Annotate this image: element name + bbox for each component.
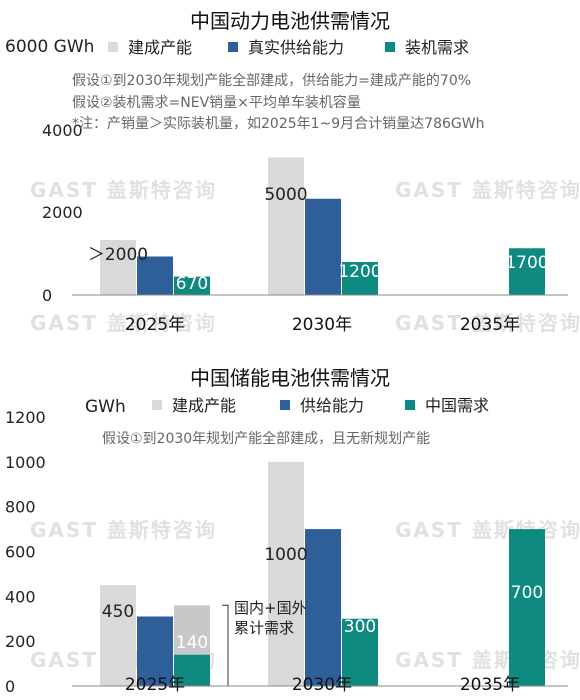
bar-0-0-1 — [268, 157, 304, 295]
y-tick-1-3: 600 — [5, 543, 36, 562]
annotation-bracket-1 — [222, 604, 229, 687]
data-label-0-2-1: 1200 — [338, 262, 381, 282]
chart-title-0: 中国动力电池供需情况 — [190, 9, 390, 33]
legend-label-1-2: 中国需求 — [425, 396, 489, 415]
y-tick-1-0: 0 — [5, 677, 15, 696]
bar-1-2-2 — [509, 529, 545, 686]
x-tick-1-0: 2025年 — [125, 675, 185, 695]
watermark-2-1: GAST 盖斯特咨询 — [395, 518, 580, 542]
x-tick-1-1: 2030年 — [292, 675, 352, 695]
x-tick-0-0: 2025年 — [125, 315, 185, 335]
watermark-0-0: GAST 盖斯特咨询 — [30, 178, 217, 202]
y-tick-1-4: 800 — [5, 498, 36, 517]
legend-swatch-0-0 — [108, 42, 118, 52]
bar-0-2-2 — [509, 248, 545, 295]
data-label-0-2-0: 670 — [176, 274, 208, 294]
annotation-text-1-1: 累计需求 — [234, 619, 294, 637]
bar-0-2-1 — [342, 262, 378, 295]
data-label-1-0-1: 1000 — [264, 545, 307, 565]
bar-0-2-0 — [174, 276, 210, 295]
bar-1-1-0 — [137, 616, 173, 686]
annotation-text-1-0: 国内+国外 — [234, 599, 307, 617]
legend-swatch-0-2 — [385, 42, 395, 52]
note-0-2: *注：产销量＞实际装机量，如2025年1~9月合计销量达786GWh — [72, 116, 484, 132]
x-tick-0-2: 2035年 — [460, 315, 520, 335]
x-tick-1-2: 2035年 — [460, 675, 520, 695]
chart-title-1: 中国储能电池供需情况 — [190, 366, 390, 390]
y-axis-label-1: GWh — [85, 397, 126, 417]
bar-1-2-1 — [342, 618, 378, 686]
watermark-1-1: GAST 盖斯特咨询 — [395, 311, 580, 335]
data-label-0-0-1: 5000 — [264, 185, 307, 205]
data-label-0-0-0: ＞2000 — [88, 245, 148, 265]
watermark-1-0: GAST 盖斯特咨询 — [30, 311, 217, 335]
bar-1-1-1 — [305, 529, 341, 686]
x-tick-0-1: 2030年 — [292, 315, 352, 335]
legend-label-0-2: 装机需求 — [405, 38, 469, 57]
bar-1-0-0 — [100, 585, 136, 686]
y-tick-1-6: 1200 — [5, 408, 46, 427]
bar-1-0-1 — [268, 461, 304, 686]
watermark-2-0: GAST 盖斯特咨询 — [30, 518, 217, 542]
y-tick-0-2: 4000 — [42, 121, 83, 140]
legend-swatch-1-0 — [152, 400, 162, 410]
legend-label-1-0: 建成产能 — [172, 396, 236, 415]
bar-0-1-1 — [305, 198, 341, 295]
legend-swatch-1-1 — [280, 400, 290, 410]
data-label-0-2-2: 1700 — [505, 253, 548, 273]
bar-0-1-0 — [137, 256, 173, 295]
y-axis-label-0: 6000 GWh — [5, 37, 94, 57]
watermark-0-1: GAST 盖斯特咨询 — [395, 178, 580, 202]
watermark-3-1: GAST 盖斯特咨询 — [395, 648, 580, 672]
data-label-1-2-2: 700 — [511, 583, 543, 603]
stack-extra-segment-1 — [174, 605, 210, 655]
data-label-1-0-0: 450 — [102, 602, 134, 622]
legend-swatch-1-2 — [405, 400, 415, 410]
note-0-0: 假设①到2030年规划产能全部建成，供给能力=建成产能的70% — [72, 72, 471, 89]
legend-label-0-0: 建成产能 — [128, 38, 192, 57]
note-1-0: 假设①到2030年规划产能全部建成，且无新规划产能 — [102, 430, 430, 447]
data-label-1-2-1: 300 — [344, 617, 376, 637]
legend-label-0-1: 真实供给能力 — [248, 38, 344, 57]
y-tick-0-0: 0 — [42, 286, 52, 305]
data-label-1-2-0: 140 — [176, 633, 208, 653]
y-tick-1-2: 400 — [5, 587, 36, 606]
bar-0-0-0 — [100, 240, 136, 295]
y-tick-1-5: 1000 — [5, 453, 46, 472]
bar-1-2-0 — [174, 654, 210, 686]
legend-label-1-1: 供给能力 — [300, 396, 364, 415]
legend-swatch-0-1 — [228, 42, 238, 52]
y-tick-0-1: 2000 — [42, 203, 83, 222]
note-0-1: 假设②装机需求=NEV销量×平均单车装机容量 — [72, 94, 361, 111]
y-tick-1-1: 200 — [5, 632, 36, 651]
